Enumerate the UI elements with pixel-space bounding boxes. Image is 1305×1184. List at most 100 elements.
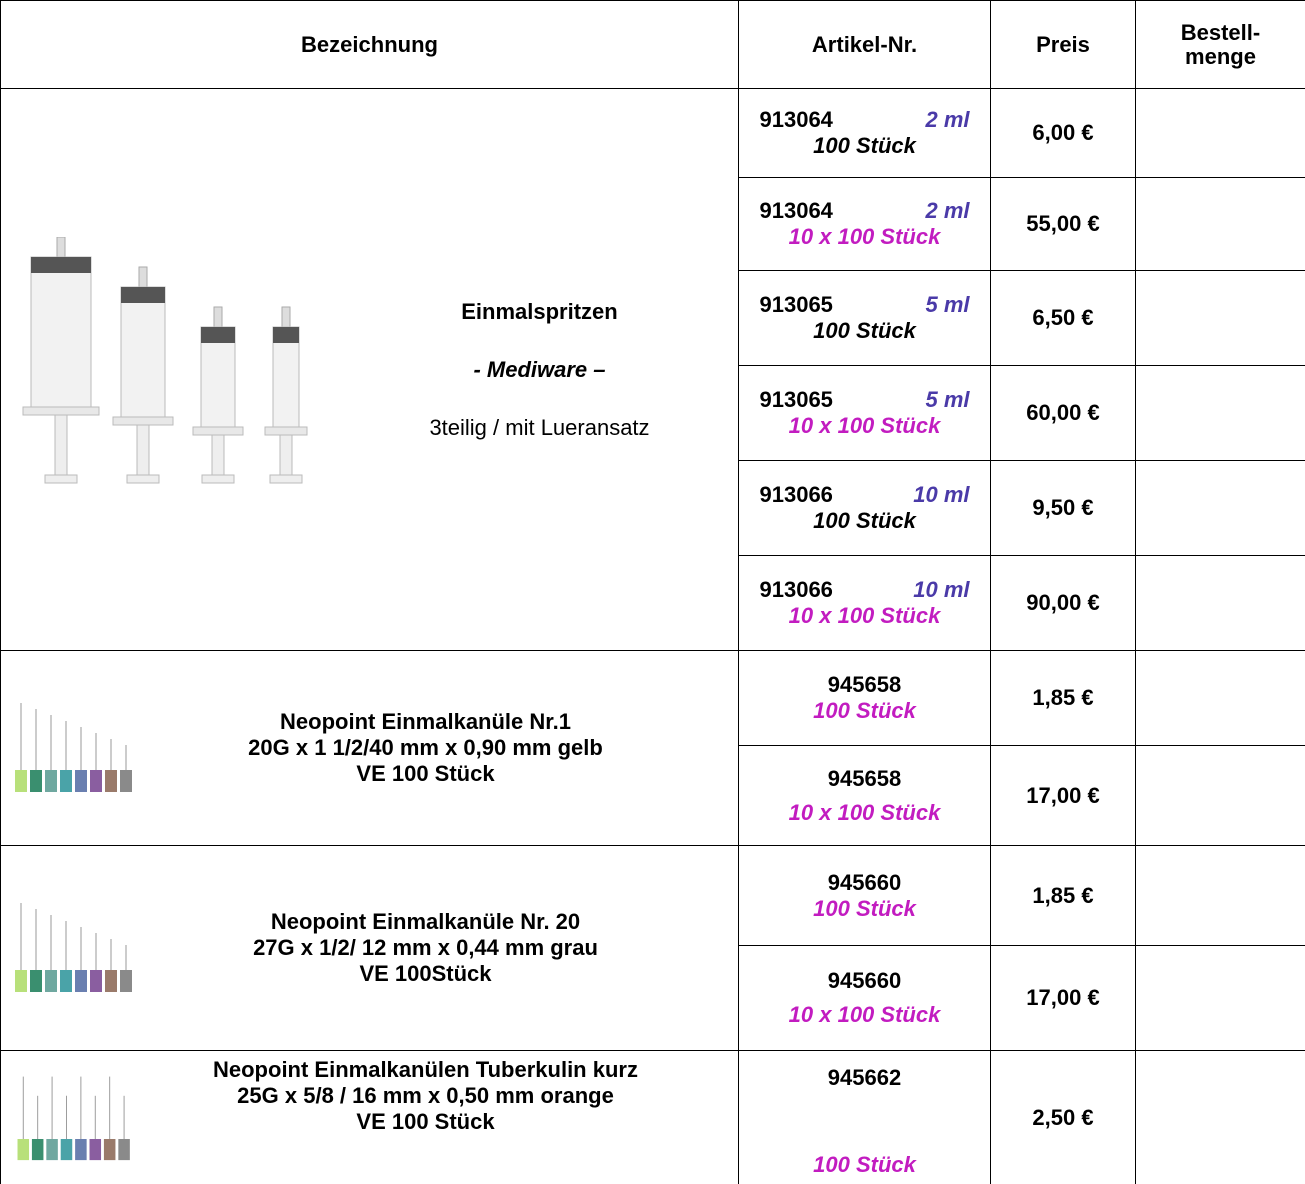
quantity-cell[interactable]	[1135, 555, 1305, 651]
price: 1,85 €	[1032, 882, 1094, 908]
description-cell: Neopoint Einmalkanüle Nr. 20 27G x 1/2/ 1…	[0, 845, 739, 1051]
price-cell: 17,00 €	[990, 745, 1136, 846]
article-cell: 945660 100 Stück	[738, 845, 991, 946]
product-title: Neopoint Einmalkanülen Tuberkulin kurz	[213, 1057, 638, 1082]
needle-image	[17, 1076, 130, 1160]
article-cell: 913065 5 ml 10 x 100 Stück	[738, 365, 991, 461]
article-cell: 945662 100 Stück	[738, 1050, 991, 1184]
header-cell: Preis	[990, 0, 1136, 89]
price: 55,00 €	[1026, 211, 1100, 236]
product-unit: VE 100 Stück	[356, 1109, 495, 1134]
header-text: Bestell- menge	[1180, 19, 1261, 69]
quantity-cell[interactable]	[1135, 945, 1305, 1051]
quantity-cell[interactable]	[1135, 270, 1305, 366]
product-title: Neopoint Einmalkanüle Nr.1	[280, 709, 571, 734]
header-text: Preis	[1036, 31, 1090, 57]
product-unit: VE 100Stück	[359, 961, 492, 986]
article-cell: 945658 10 x 100 Stück	[738, 745, 991, 846]
product-spec: 27G x 1/2/ 12 mm x 0,44 mm grau	[253, 935, 598, 960]
quantity-cell[interactable]	[1135, 745, 1305, 846]
article-cell: 945660 10 x 100 Stück	[738, 945, 991, 1051]
article-cell: 913066 10 ml 100 Stück	[738, 460, 991, 556]
product-title: Neopoint Einmalkanüle Nr. 20	[270, 909, 581, 934]
price-cell: 1,85 €	[990, 650, 1136, 746]
needle-image	[15, 703, 132, 792]
product-title: Einmalspritzen	[461, 298, 618, 324]
article-number: 913066	[759, 577, 833, 602]
size: 10 ml	[913, 482, 970, 507]
header-cell: Artikel-Nr.	[738, 0, 991, 89]
product-spec: 20G x 1 1/2/40 mm x 0,90 mm gelb	[248, 735, 603, 760]
article-cell: 913065 5 ml 100 Stück	[738, 270, 991, 366]
product-note: 3teilig / mit Lueransatz	[429, 414, 650, 440]
size: 10 ml	[913, 577, 970, 602]
article-line: 913065 5 ml	[760, 387, 970, 413]
image-box	[1, 895, 143, 1001]
article-line: 913066 10 ml	[760, 482, 970, 508]
description-cell: Einmalspritzen - Mediware – 3teilig / mit …	[0, 88, 739, 651]
quantity-cell[interactable]	[1135, 460, 1305, 556]
needle-image	[15, 903, 132, 992]
product-spec: 25G x 5/8 / 16 mm x 0,50 mm orange	[237, 1083, 614, 1108]
description-text: Neopoint Einmalkanülen Tuberkulin kurz 25…	[113, 1057, 738, 1135]
article-number: 913064	[759, 198, 833, 223]
article-number: 945658	[827, 672, 902, 697]
description-text: Neopoint Einmalkanüle Nr. 20 27G x 1/2/ 1…	[113, 909, 738, 987]
price-cell: 17,00 €	[990, 945, 1136, 1051]
pack: 100 Stück	[813, 1152, 916, 1177]
article-number: 945658	[827, 765, 902, 791]
quantity-cell[interactable]	[1135, 650, 1305, 746]
pack: 100 Stück	[813, 895, 916, 921]
price: 9,50 €	[1032, 495, 1094, 520]
pack: 10 x 100 Stück	[788, 603, 941, 628]
pack: 100 Stück	[813, 318, 916, 343]
price-cell: 1,85 €	[990, 845, 1136, 946]
image-box	[1, 236, 341, 503]
size: 2 ml	[925, 198, 970, 223]
pack: 10 x 100 Stück	[788, 224, 941, 249]
quantity-cell[interactable]	[1135, 88, 1305, 178]
quantity-cell[interactable]	[1135, 177, 1305, 271]
price-cell: 90,00 €	[990, 555, 1136, 651]
pack: 10 x 100 Stück	[788, 799, 941, 825]
price: 1,85 €	[1032, 685, 1094, 710]
article-number: 913065	[759, 387, 833, 412]
article-number: 913066	[759, 482, 833, 507]
article-number: 945660	[827, 869, 902, 895]
image-box	[1, 1067, 143, 1169]
price: 60,00 €	[1026, 400, 1100, 425]
size: 5 ml	[925, 387, 970, 412]
price: 17,00 €	[1026, 985, 1100, 1010]
header-cell: Bestell- menge	[1135, 0, 1305, 89]
size: 5 ml	[925, 292, 970, 317]
pack: 100 Stück	[813, 698, 916, 723]
article-line: 913064 2 ml	[760, 107, 970, 133]
price: 2,50 €	[1032, 1104, 1094, 1130]
article-number: 913065	[759, 292, 833, 317]
price-cell: 60,00 €	[990, 365, 1136, 461]
description-cell: Neopoint Einmalkanülen Tuberkulin kurz 25…	[0, 1050, 739, 1184]
quantity-cell[interactable]	[1135, 1050, 1305, 1184]
syringe-image	[22, 236, 308, 483]
pack: 10 x 100 Stück	[788, 413, 941, 438]
article-cell: 945658 100 Stück	[738, 650, 991, 746]
size: 2 ml	[925, 107, 970, 132]
article-number: 945660	[827, 968, 902, 993]
price: 6,00 €	[1032, 120, 1094, 145]
description-cell: Neopoint Einmalkanüle Nr.1 20G x 1 1/2/40…	[0, 650, 739, 846]
description-text: Einmalspritzen - Mediware – 3teilig / mit …	[341, 283, 738, 457]
price-cell: 9,50 €	[990, 460, 1136, 556]
quantity-cell[interactable]	[1135, 845, 1305, 946]
header-cell: Bezeichnung	[0, 0, 739, 89]
price-cell: 2,50 €	[990, 1050, 1136, 1184]
price-cell: 6,00 €	[990, 88, 1136, 178]
brand: - Mediware –	[473, 356, 606, 382]
pack: 100 Stück	[813, 508, 916, 533]
price: 90,00 €	[1026, 590, 1100, 615]
article-line: 913065 5 ml	[760, 292, 970, 318]
pack: 100 Stück	[813, 133, 916, 158]
article-line: 913066 10 ml	[760, 577, 970, 603]
product-unit: VE 100 Stück	[356, 761, 495, 786]
quantity-cell[interactable]	[1135, 365, 1305, 461]
